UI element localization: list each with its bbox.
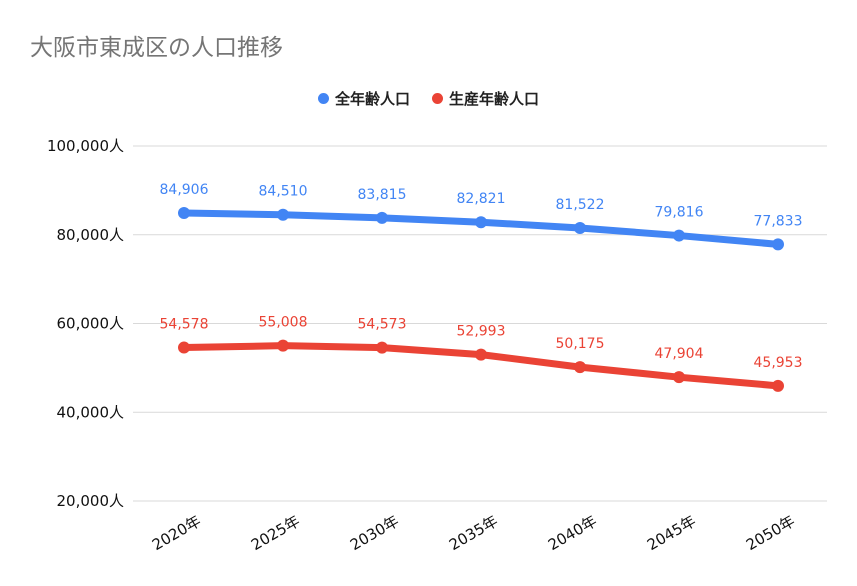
x-tick-label: 2030年 <box>347 512 402 554</box>
data-label: 50,175 <box>556 336 605 352</box>
chart-title: 大阪市東成区の人口推移 <box>30 35 283 61</box>
x-tick-label: 2040年 <box>545 512 600 554</box>
legend-item-working-age: 生産年齢人口 <box>432 88 539 109</box>
y-tick-label: 40,000人 <box>57 403 125 421</box>
data-label: 84,906 <box>160 182 209 198</box>
data-label: 55,008 <box>259 315 308 331</box>
data-label: 79,816 <box>655 205 704 221</box>
data-point <box>574 361 586 374</box>
data-point <box>376 211 388 224</box>
data-point <box>178 206 190 219</box>
data-label: 54,578 <box>160 317 209 333</box>
y-tick-label: 80,000人 <box>57 226 125 244</box>
data-point <box>277 339 289 352</box>
data-point <box>673 371 685 384</box>
legend-label-working-age: 生産年齢人口 <box>449 90 540 108</box>
legend: 全年齢人口 生産年齢人口 <box>0 88 857 109</box>
x-tick-label: 2050年 <box>743 512 798 554</box>
legend-marker-working-age <box>432 93 443 104</box>
data-label: 54,573 <box>358 317 407 333</box>
data-point <box>475 216 487 229</box>
data-point <box>277 208 289 221</box>
data-label: 81,522 <box>556 197 605 213</box>
x-tick-label: 2045年 <box>644 512 699 554</box>
data-point <box>772 238 784 251</box>
data-label: 83,815 <box>358 187 407 203</box>
y-tick-label: 20,000人 <box>57 492 125 510</box>
data-point <box>178 341 190 354</box>
data-label: 47,904 <box>655 346 704 362</box>
x-tick-label: 2020年 <box>149 512 204 554</box>
y-tick-label: 100,000人 <box>47 137 124 155</box>
legend-marker-all-ages <box>317 93 329 104</box>
data-point <box>772 379 784 392</box>
y-tick-label: 60,000人 <box>57 315 125 333</box>
legend-item-all-ages: 全年齢人口 <box>317 88 410 109</box>
data-point <box>475 348 487 361</box>
data-label: 45,953 <box>754 355 803 371</box>
data-label: 82,821 <box>457 191 506 207</box>
x-tick-label: 2035年 <box>446 512 501 554</box>
data-point <box>673 229 685 242</box>
data-point <box>376 341 388 354</box>
legend-label-all-ages: 全年齢人口 <box>334 90 410 108</box>
data-label: 84,510 <box>259 184 308 200</box>
data-point <box>574 221 586 234</box>
data-label: 77,833 <box>754 213 803 229</box>
x-tick-label: 2025年 <box>248 512 303 554</box>
data-label: 52,993 <box>457 324 506 340</box>
